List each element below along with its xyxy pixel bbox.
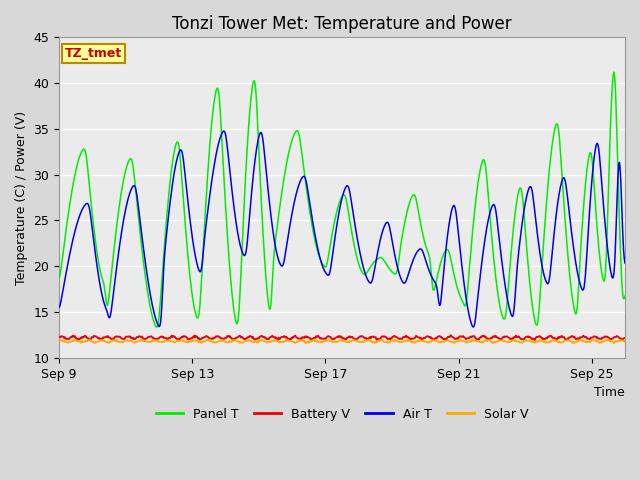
Air T [621, 260, 629, 266]
Battery V [170, 333, 177, 339]
Solar V [488, 339, 495, 345]
Panel T [171, 148, 179, 154]
Line: Panel T: Panel T [59, 72, 625, 327]
Battery V [348, 334, 356, 340]
Battery V [447, 332, 454, 338]
Battery V [132, 336, 140, 342]
Panel T [132, 186, 140, 192]
Solar V [621, 339, 629, 345]
Solar V [348, 337, 356, 343]
Battery V [488, 334, 496, 340]
Solar V [55, 338, 63, 344]
Line: Air T: Air T [59, 131, 625, 327]
Panel T [120, 176, 127, 182]
Panel T [610, 69, 618, 75]
Battery V [621, 335, 629, 341]
Solar V [120, 339, 127, 345]
Air T [349, 208, 356, 214]
Air T [397, 276, 404, 281]
Title: Tonzi Tower Met: Temperature and Power: Tonzi Tower Met: Temperature and Power [172, 15, 512, 33]
Legend: Panel T, Battery V, Air T, Solar V: Panel T, Battery V, Air T, Solar V [150, 403, 534, 425]
Air T [170, 173, 177, 179]
Battery V [531, 337, 539, 343]
Air T [55, 304, 63, 310]
Line: Battery V: Battery V [59, 335, 625, 340]
Battery V [55, 334, 63, 340]
Air T [132, 185, 140, 191]
Solar V [396, 339, 404, 345]
Panel T [397, 242, 404, 248]
Air T [489, 202, 497, 208]
Line: Solar V: Solar V [59, 339, 625, 343]
Air T [469, 324, 477, 330]
Battery V [120, 336, 127, 342]
Solar V [132, 340, 140, 346]
Battery V [396, 336, 404, 342]
X-axis label: Time: Time [595, 386, 625, 399]
Panel T [152, 324, 160, 330]
Panel T [621, 293, 629, 299]
Solar V [610, 340, 618, 346]
Air T [120, 216, 127, 222]
Panel T [55, 275, 63, 281]
Panel T [488, 241, 496, 247]
Solar V [170, 339, 177, 345]
Solar V [589, 336, 596, 342]
Y-axis label: Temperature (C) / Power (V): Temperature (C) / Power (V) [15, 110, 28, 285]
Panel T [349, 235, 356, 241]
Air T [220, 128, 228, 134]
Text: TZ_tmet: TZ_tmet [65, 47, 122, 60]
